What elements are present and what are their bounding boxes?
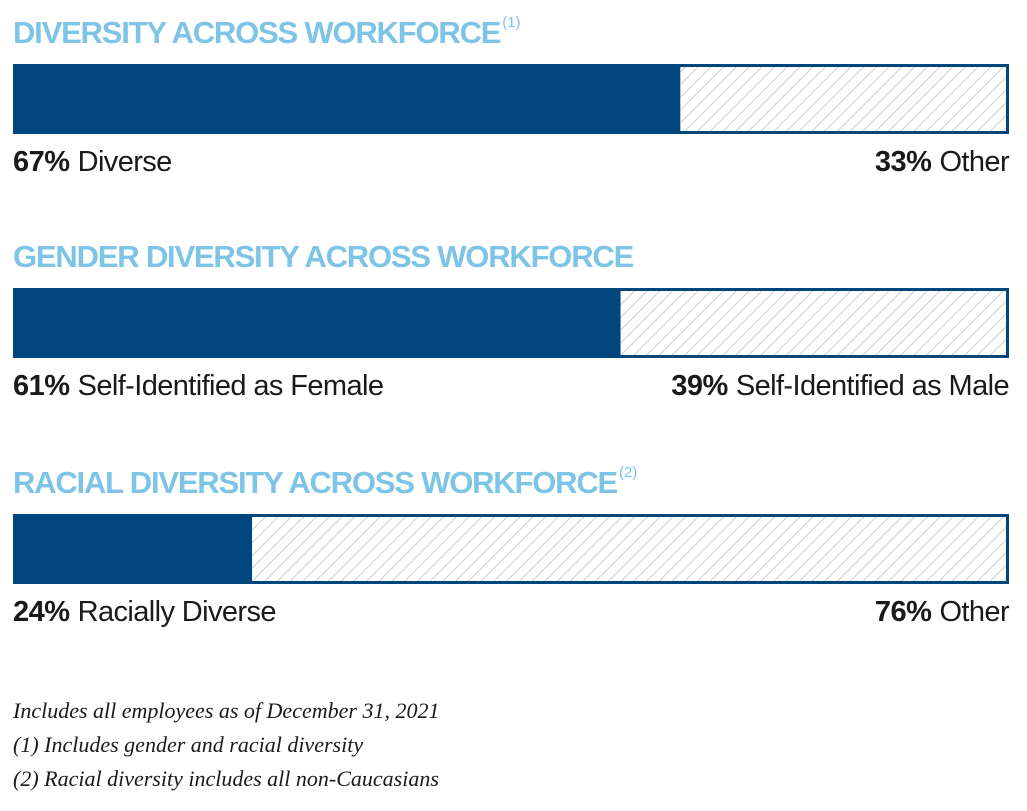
gender-diversity-title-text: GENDER DIVERSITY ACROSS WORKFORCE <box>13 239 634 274</box>
gender-left-percent: 61% <box>13 370 70 402</box>
racial-right-percent: 76% <box>874 596 932 628</box>
diversity-right-text: Other <box>939 146 1009 178</box>
racial-diversity-bar <box>13 514 1009 584</box>
footnotes: Includes all employees as of December 31… <box>13 694 1009 796</box>
racial-diversity-title-text: RACIAL DIVERSITY ACROSS WORKFORCE <box>13 465 618 500</box>
bar-segment-remainder <box>252 515 1008 583</box>
diversity-title-text: DIVERSITY ACROSS WORKFORCE <box>13 15 501 50</box>
racial-diversity-labels: 24% Racially Diverse 76% Other <box>13 596 1010 640</box>
racial-left-label: 24% Racially Diverse <box>13 596 277 629</box>
diversity-title-footnote: (1) <box>502 14 521 31</box>
diversity-left-text: Diverse <box>77 146 173 178</box>
diversity-title: DIVERSITY ACROSS WORKFORCE (1) <box>13 10 1009 56</box>
gender-diversity-title: GENDER DIVERSITY ACROSS WORKFORCE <box>13 234 1009 280</box>
racial-right-text: Other <box>939 596 1009 628</box>
gender-left-text: Self-Identified as Female <box>77 370 384 402</box>
bar-segment-primary <box>13 514 253 584</box>
racial-diversity-title-footnote: (2) <box>618 464 638 481</box>
bar-segment-primary <box>13 288 621 358</box>
bar-segment-remainder <box>680 65 1008 133</box>
note-2: (2) Racial diversity includes all non-Ca… <box>13 766 439 791</box>
note-employees: Includes all employees as of December 31… <box>13 698 440 723</box>
diversity-bar <box>13 64 1009 134</box>
diversity-right-label: 33% Other <box>874 146 1010 179</box>
bar-segment-primary <box>13 64 681 134</box>
bar-outline <box>13 514 1009 584</box>
gender-right-label: 39% Self-Identified as Male <box>671 370 1009 403</box>
bar-segment-remainder <box>620 289 1008 357</box>
bar-outline <box>13 64 1009 134</box>
diversity-left-label: 67% Diverse <box>13 146 172 179</box>
diversity-section: DIVERSITY ACROSS WORKFORCE (1) 67% Divers… <box>13 10 1010 190</box>
diversity-left-percent: 67% <box>13 146 70 178</box>
gender-diversity-section: GENDER DIVERSITY ACROSS WORKFORCE 61% Se… <box>13 234 1010 414</box>
gender-left-label: 61% Self-Identified as Female <box>13 370 384 403</box>
note-1: (1) Includes gender and racial diversity <box>13 732 364 757</box>
racial-left-percent: 24% <box>13 596 70 628</box>
diversity-right-percent: 33% <box>874 146 932 178</box>
gender-diversity-bar <box>13 288 1009 358</box>
gender-diversity-labels: 61% Self-Identified as Female 39% Self-I… <box>13 370 1010 414</box>
gender-right-text: Self-Identified as Male <box>735 370 1010 402</box>
gender-right-percent: 39% <box>671 370 728 402</box>
racial-right-label: 76% Other <box>874 596 1010 629</box>
racial-diversity-title: RACIAL DIVERSITY ACROSS WORKFORCE (2) <box>13 460 1009 506</box>
racial-diversity-section: RACIAL DIVERSITY ACROSS WORKFORCE (2) 24%… <box>13 460 1010 640</box>
diversity-labels: 67% Diverse 33% Other <box>13 146 1010 190</box>
bar-outline <box>13 288 1009 358</box>
racial-left-text: Racially Diverse <box>77 596 277 628</box>
